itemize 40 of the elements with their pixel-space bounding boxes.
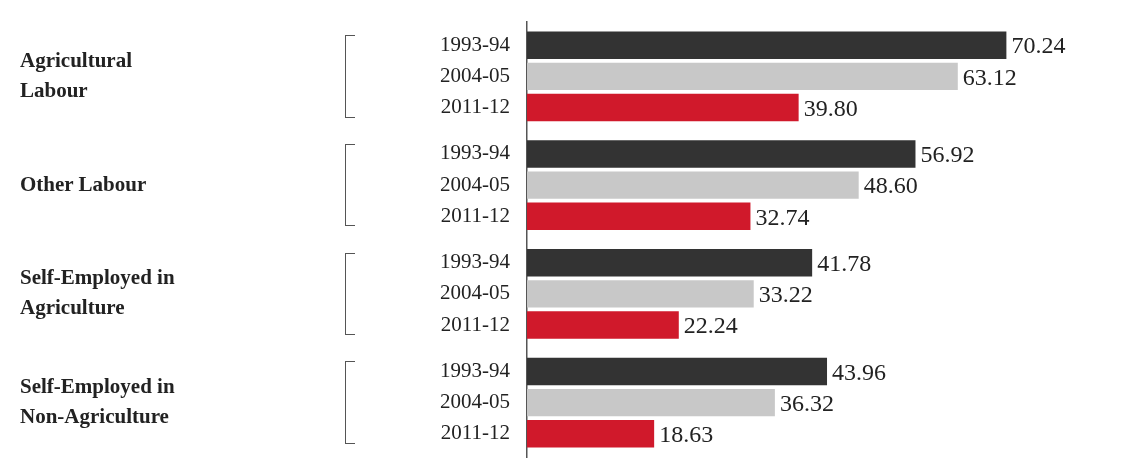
bar (527, 248, 813, 277)
data-label: 63.12 (962, 63, 1017, 90)
bar (527, 140, 916, 168)
data-label: 32.74 (755, 203, 810, 230)
data-label: 22.24 (683, 312, 738, 339)
bar (527, 280, 754, 308)
text: 1993-94 (440, 140, 510, 165)
text: 2004-05 (440, 280, 510, 305)
y-tick-label: Other Labour (20, 171, 147, 196)
text: 2004-05 (440, 171, 510, 196)
text: 2004-05 (440, 389, 510, 414)
bar (527, 31, 1007, 59)
bar (527, 202, 751, 231)
data-label: 43.96 (832, 358, 887, 385)
series-label: 2004-05 (440, 62, 510, 87)
text: 2011-12 (440, 311, 510, 336)
bar (527, 62, 958, 91)
text: 2011-12 (440, 420, 510, 445)
text: 2011-12 (440, 202, 510, 227)
bar (527, 357, 828, 386)
series-label: 1993-94 (440, 31, 511, 56)
bar (527, 93, 799, 122)
data-label: 36.32 (779, 389, 834, 416)
y-tick-label: Self-Employed in Agriculture (20, 265, 175, 320)
data-label: 39.80 (803, 94, 858, 121)
bar (527, 171, 859, 199)
data-label: 70.24 (1011, 32, 1066, 59)
data-label: 56.92 (920, 141, 975, 168)
data-label: 41.78 (817, 250, 872, 276)
bar (527, 388, 775, 417)
series-label: 2011-12 (440, 94, 510, 119)
data-label: 18.63 (659, 421, 714, 448)
text: 1993-94 (440, 249, 510, 274)
data-label: 33.22 (758, 281, 813, 308)
bar (527, 311, 679, 339)
y-tick-label: Agricultural Labour (20, 47, 133, 102)
text: 1993-94 (440, 357, 510, 382)
bar (527, 420, 655, 448)
y-tick-label: Self-Employed in Non-Agriculture (20, 374, 175, 429)
data-label: 48.60 (863, 172, 918, 199)
